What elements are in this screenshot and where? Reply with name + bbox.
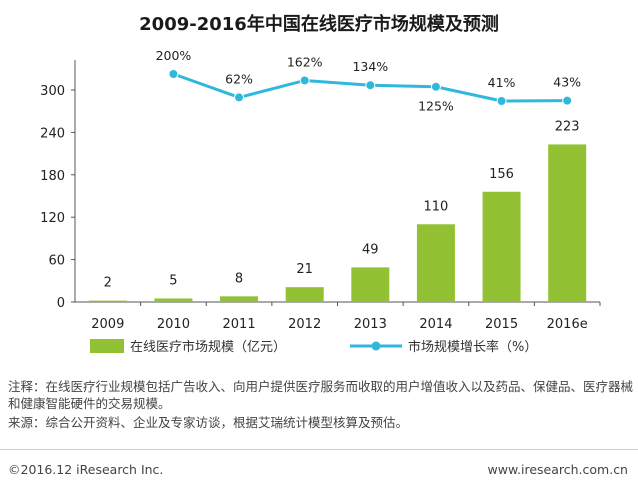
bar [88,300,127,302]
bar-value-label: 110 [424,199,449,214]
x-tick-label: 2013 [354,317,387,332]
y-tick-label: 300 [40,84,65,99]
growth-rate-label: 43% [553,75,581,90]
bar-value-label: 49 [362,242,379,257]
y-tick-label: 120 [40,211,65,226]
chart-source: 来源：综合公开资料、企业及专家访谈，根据艾瑞统计模型核算及预估。 [8,415,409,430]
bar-value-label: 8 [235,271,243,286]
legend-swatch-marker [371,341,381,351]
y-tick-label: 180 [40,169,65,184]
x-tick-label: 2010 [157,317,190,332]
bar [416,224,455,302]
footer-divider [0,449,638,450]
growth-rate-point [168,69,179,79]
x-tick-label: 2014 [419,317,452,332]
bar [548,144,587,302]
growth-rate-label: 200% [156,48,192,63]
legend-label-bar: 在线医疗市场规模（亿元） [130,339,286,355]
y-tick-label: 0 [57,296,65,311]
bar-value-label: 21 [296,262,313,277]
bar [351,267,390,302]
bar [220,296,259,302]
x-tick-label: 2016e [547,317,588,332]
chart-title: 2009-2016年中国在线医疗市场规模及预测 [139,14,499,35]
x-tick-label: 2011 [223,317,256,332]
growth-rate-point [365,80,376,91]
growth-rate-label: 125% [418,99,454,114]
growth-rate-point [299,75,310,86]
bar-value-label: 5 [169,273,177,288]
bar [154,298,193,302]
legend-label-line: 市场规模增长率（%） [408,339,537,355]
bar-value-label: 223 [555,119,580,134]
growth-rate-point [496,96,507,106]
bar-value-label: 2 [104,276,112,291]
y-tick-label: 240 [40,126,65,141]
bar [285,287,324,302]
y-tick-label: 60 [48,254,65,269]
growth-rate-label: 134% [352,59,388,74]
bar-value-label: 156 [489,167,514,182]
legend-swatch-bar [90,339,124,353]
growth-rate-point [430,81,441,92]
website-link[interactable]: www.iresearch.com.cn [487,462,629,477]
x-tick-label: 2012 [288,317,321,332]
chart-note: 注释：在线医疗行业规模包括广告收入、向用户提供医疗服务而收取的用户增值收入以及药… [8,379,634,411]
chart-plot: 0 60 120 180 240 300 2009 2010 2011 2012 2013 2014 2… [40,48,601,355]
growth-rate-point [562,95,573,106]
copyright-text: ©2016.12 iResearch Inc. [8,462,164,477]
growth-rate-label: 62% [225,71,253,86]
growth-rate-label: 41% [488,75,516,90]
bar [482,191,521,302]
growth-rate-point [234,92,245,103]
x-tick-label: 2015 [485,317,518,332]
growth-rate-label: 162% [287,54,323,69]
x-tick-label: 2009 [91,317,124,332]
